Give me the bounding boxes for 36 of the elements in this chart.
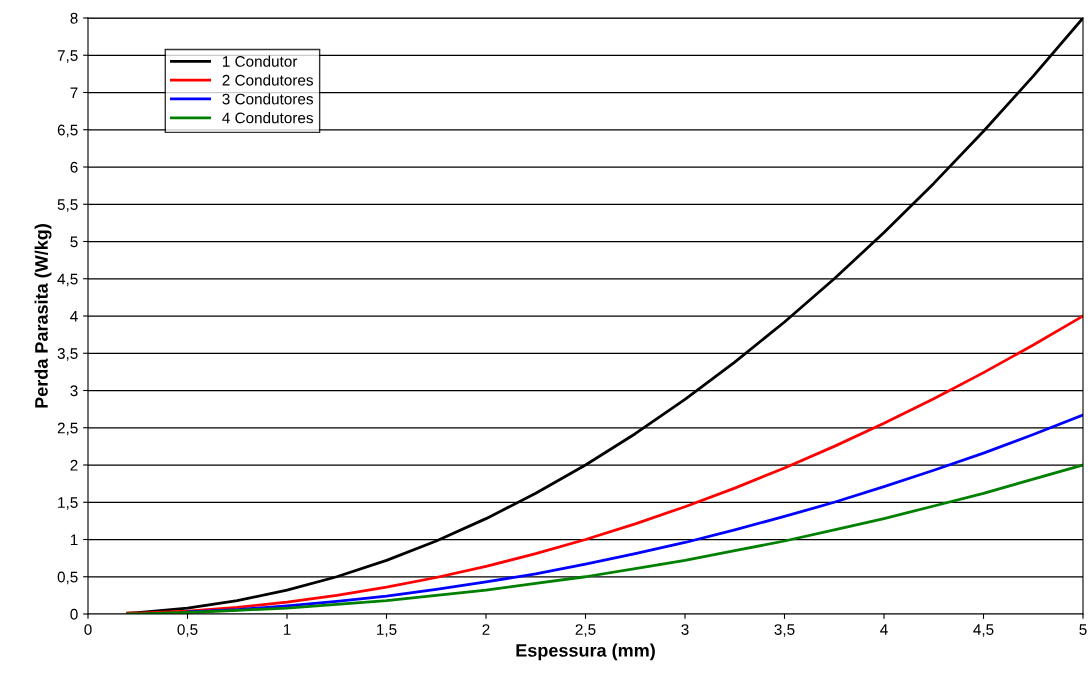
y-tick-label: 3 [70, 385, 78, 397]
legend-label: 2 Condutores [222, 74, 313, 86]
y-tick-label: 0,5 [57, 571, 78, 585]
y-tick-label: 4,5 [57, 273, 78, 287]
x-tick-label: 2 [482, 624, 490, 635]
line-series [126, 314, 1083, 614]
y-tick-label: 6 [70, 161, 78, 173]
y-tick-label: 1,5 [58, 497, 78, 510]
x-tick-label: 2,5 [575, 624, 596, 637]
y-tick-label: 5,5 [57, 199, 78, 212]
y-tick-label: 3,5 [57, 348, 78, 361]
x-tick-label: 4,5 [973, 624, 994, 637]
y-tick-label: 4 [70, 311, 78, 322]
y-tick-label: 8 [70, 12, 78, 24]
y-tick-label: 6,5 [57, 124, 78, 138]
y-axis-title: Perda Parasita (W/kg) [34, 224, 52, 408]
x-tick-label: 3 [681, 624, 689, 635]
legend-label: 1 Condutor [222, 55, 298, 67]
y-tick-label: 7 [70, 87, 78, 99]
y-tick-label: 0 [70, 608, 78, 620]
y-tick-label: 2,5 [57, 422, 78, 436]
legend-label: 3 Condutores [222, 93, 313, 105]
x-tick-label: 4 [880, 624, 888, 635]
x-tick-label: 3,5 [774, 624, 795, 637]
y-tick-label: 7,5 [57, 50, 78, 63]
x-tick-label: 0,5 [177, 624, 198, 637]
y-tick-label: 5 [70, 236, 78, 248]
line-series [186, 413, 1083, 614]
x-axis-title: Espessura (mm) [516, 643, 655, 661]
y-tick-label: 1 [70, 534, 78, 546]
x-tick-label: 1,5 [377, 624, 397, 637]
x-tick-label: 1 [283, 624, 291, 635]
x-tick-label: 0 [84, 624, 92, 635]
legend-label: 4 Condutores [222, 112, 313, 124]
x-tick-label: 5 [1079, 624, 1087, 635]
y-tick-label: 2 [70, 459, 78, 471]
